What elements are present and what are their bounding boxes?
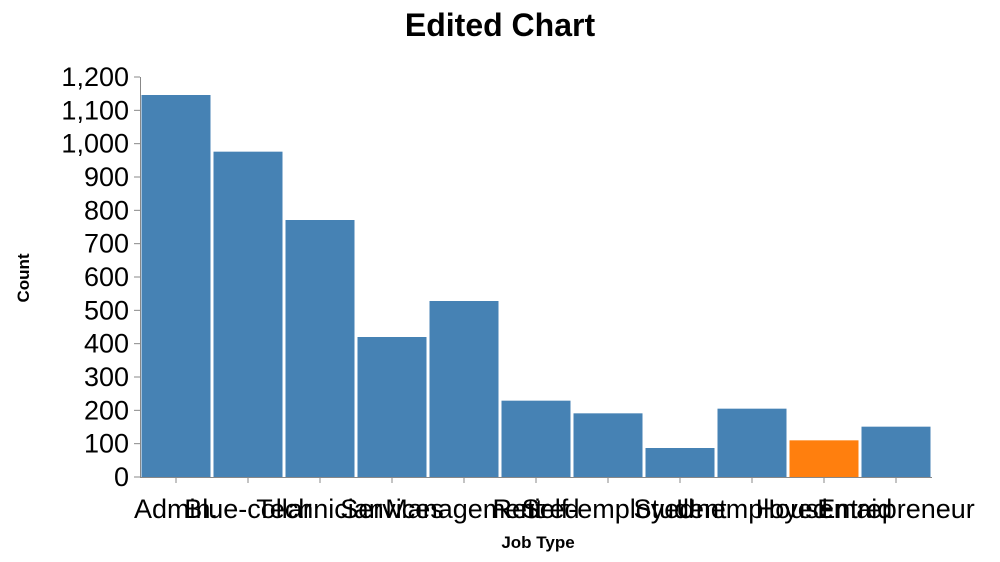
bar [141,95,211,477]
x-tick-label: Technician [256,494,384,524]
y-axis-title: Count [14,253,33,302]
y-tick-label: 900 [84,162,129,192]
x-tick-label: Admin. [134,494,218,524]
bar [429,301,499,477]
bar [861,426,931,477]
bar [573,413,643,477]
y-tick-label: 0 [114,462,129,492]
y-tick-label: 300 [84,362,129,392]
y-tick-label: 700 [84,229,129,259]
x-tick-label: Services [340,494,444,524]
chart-title: Edited Chart [405,7,596,43]
x-tick-label: Unemployed [676,494,828,524]
bar [213,151,283,477]
x-tick-label: Self-employed [522,494,695,524]
bar [501,400,571,477]
x-axis-title: Job Type [501,533,574,552]
x-tick-label: Entrepreneur [817,494,975,524]
bar [717,408,787,477]
bar [357,337,427,477]
x-tick-label: Blue-collar [184,494,312,524]
bars-group [141,95,931,477]
bar [645,448,715,477]
x-axis: Admin.Blue-collarTechnicianServicesManag… [134,477,975,524]
x-tick-label: Housemaid [756,494,893,524]
y-tick-label: 400 [84,329,129,359]
bar [285,220,355,477]
x-tick-label: Retired [492,494,579,524]
bar [789,440,859,477]
y-tick-label: 800 [84,195,129,225]
y-tick-label: 1,200 [61,62,129,92]
y-tick-label: 100 [84,429,129,459]
y-tick-label: 200 [84,395,129,425]
y-tick-label: 1,000 [61,129,129,159]
x-tick-label: Student [633,494,727,524]
x-tick-label: Management [385,494,543,524]
y-tick-label: 600 [84,262,129,292]
y-tick-label: 500 [84,295,129,325]
y-tick-label: 1,100 [61,95,129,125]
